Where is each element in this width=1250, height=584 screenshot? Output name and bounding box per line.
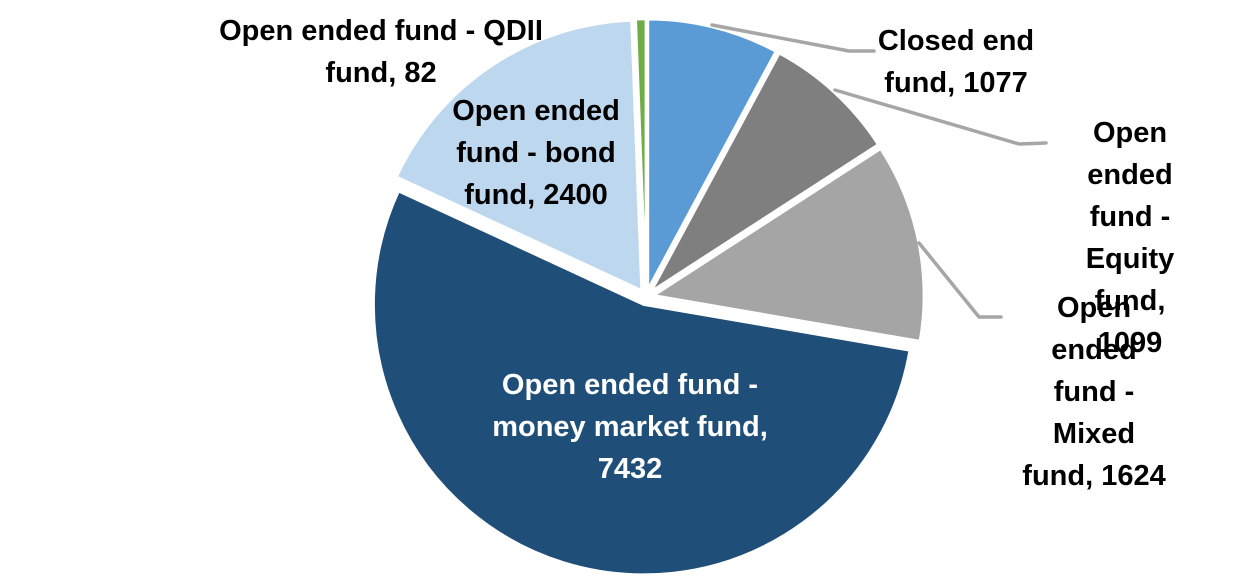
leader-line-closed-end-fund	[710, 23, 876, 53]
pie-slice-closed-end-fund	[646, 17, 778, 291]
slice-label-mixed-fund: Open ended fund - Mixed fund, 1624	[1022, 292, 1166, 492]
leader-line-open-ended-fund-equity-fund	[833, 88, 1048, 146]
slice-label-equity-fund: Open ended fund - Equity fund, 1099	[1085, 117, 1175, 359]
pie-slice-open-ended-fund-mixed-fund	[652, 147, 926, 343]
pie-slice-open-ended-fund-money-market-fund	[372, 189, 911, 576]
leader-line-open-ended-fund-mixed-fund	[917, 241, 1003, 319]
pie-slice-open-ended-fund-bond-fund	[395, 19, 643, 292]
slice-label-bond-fund: Open ended fund - bond fund, 2400	[452, 95, 620, 211]
slice-label-money-market-fund: Open ended fund - money market fund, 743…	[492, 369, 768, 485]
pie-slice-open-ended-fund-qdii-fund	[634, 17, 648, 291]
pie-slice-open-ended-fund-equity-fund	[650, 52, 880, 293]
slice-label-qdii-fund: Open ended fund - QDII fund, 82	[219, 15, 543, 89]
slice-label-closed-end-fund: Closed end fund, 1077	[877, 25, 1035, 99]
